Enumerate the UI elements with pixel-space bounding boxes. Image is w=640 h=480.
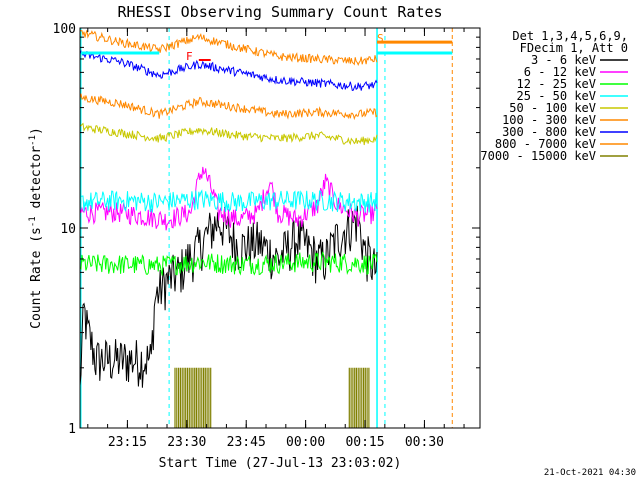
legend-header-line-2: FDecim 1, Att 0	[520, 41, 628, 55]
series-3-6	[79, 205, 378, 388]
series-6-12	[79, 166, 378, 231]
series-12-25	[79, 251, 378, 276]
flag-s: S	[377, 32, 384, 45]
legend-label-8: 7000 - 15000 keV	[480, 149, 596, 163]
legend-label-7: 800 - 7000 keV	[495, 137, 596, 151]
series-7000-15000-cluster-0	[174, 367, 212, 428]
legend-label-5: 100 - 300 keV	[502, 113, 596, 127]
plot-area	[79, 28, 453, 428]
footer-timestamp: 21-Oct-2021 04:30	[544, 468, 636, 478]
series-300-800	[79, 49, 378, 91]
x-tick-label-3: 00:00	[286, 435, 325, 450]
axes: 1 10 100 23:15 23:30 23:45 00:00 00:15 00:30	[53, 22, 481, 450]
series-25-50	[79, 189, 378, 213]
x-tick-label-0: 23:15	[108, 435, 147, 450]
series-800-7000	[79, 29, 378, 66]
legend-label-1: 6 - 12 keV	[524, 65, 596, 79]
x-tick-label-4: 00:15	[345, 435, 384, 450]
y-tick-label-2: 100	[53, 22, 76, 37]
legend-label-3: 25 - 50 keV	[517, 89, 596, 103]
x-tick-label-2: 23:45	[227, 435, 266, 450]
chart-title: RHESSI Observing Summary Count Rates	[117, 3, 442, 21]
plot-frame	[79, 27, 481, 429]
x-tick-label-1: 23:30	[167, 435, 206, 450]
legend-label-6: 300 - 800 keV	[502, 125, 596, 139]
legend-label-0: 3 - 6 keV	[531, 53, 596, 67]
series-7000-15000-cluster-1	[348, 367, 370, 428]
y-axis-label: Count Rate (s-1 detector-1)	[28, 127, 44, 329]
flag-f: F	[186, 50, 193, 63]
series-100-300	[79, 93, 378, 121]
x-tick-label-5: 00:30	[405, 435, 444, 450]
y-tick-label-1: 10	[60, 222, 76, 237]
y-tick-label-0: 1	[68, 422, 76, 437]
legend-label-2: 12 - 25 keV	[517, 77, 596, 91]
legend-label-4: 50 - 100 keV	[509, 101, 596, 115]
series-50-100	[79, 122, 378, 146]
legend-header-line-1: Det 1,3,4,5,6,9,	[512, 29, 628, 43]
x-axis-label: Start Time (27-Jul-13 23:03:02)	[159, 456, 402, 471]
